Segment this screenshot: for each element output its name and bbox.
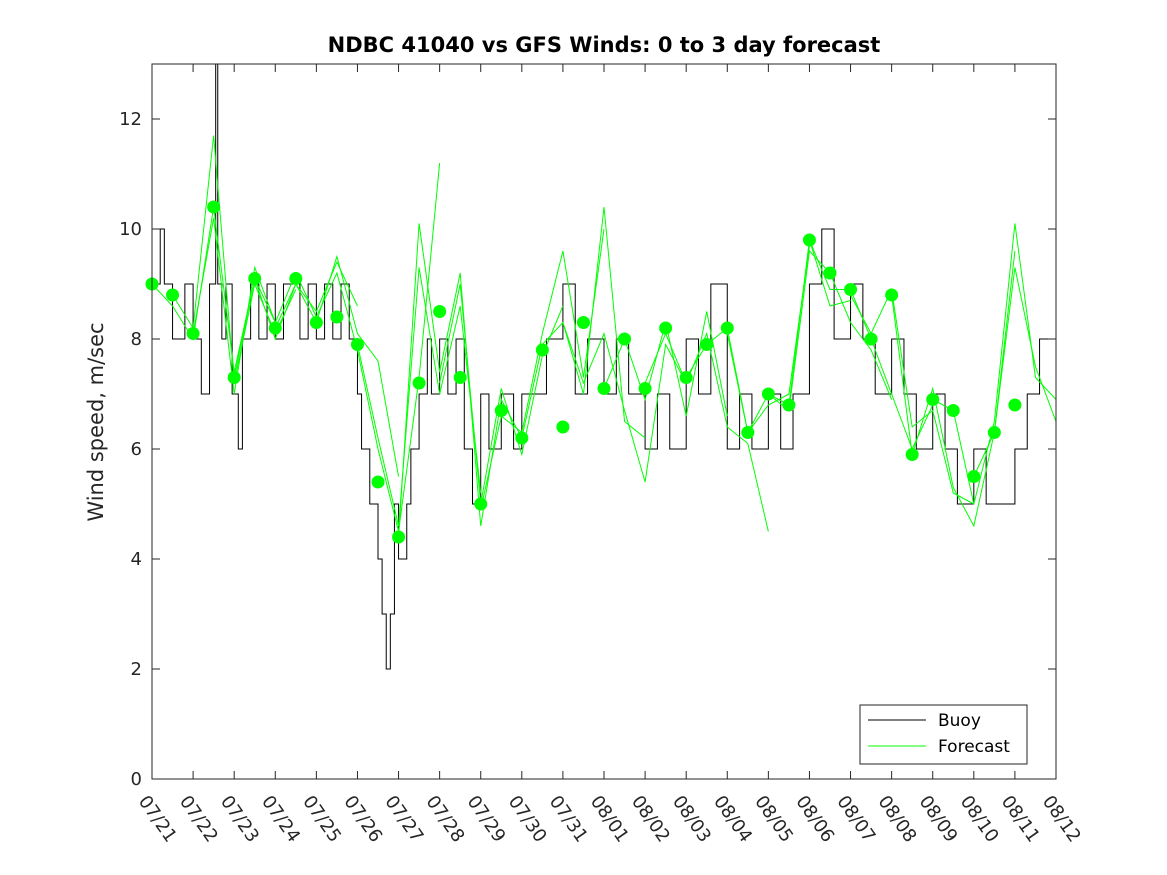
forecast-marker-43 [1008, 398, 1022, 412]
forecast-marker-7 [268, 321, 282, 335]
forecast-marker-5 [227, 371, 241, 384]
forecast-marker-29 [720, 321, 734, 335]
forecast-marker-27 [679, 371, 693, 384]
forecast-marker-15 [433, 305, 447, 318]
forecast-marker-38 [905, 448, 919, 461]
forecast-marker-3 [186, 327, 200, 340]
forecast-marker-40 [946, 404, 960, 417]
forecast-run-line-8 [398, 223, 523, 538]
legend-box [859, 704, 1028, 765]
forecast-marker-42 [987, 426, 1001, 439]
forecast-marker-37 [885, 288, 899, 302]
forecast-marker-14 [412, 376, 426, 390]
forecast-marker-20 [535, 343, 549, 357]
forecast-marker-12 [371, 475, 385, 489]
chart-title: NDBC 41040 vs GFS Winds: 0 to 3 day fore… [328, 33, 881, 57]
forecast-marker-24 [618, 332, 632, 346]
y-tick-label-0: 0 [131, 769, 142, 790]
forecast-marker-13 [392, 530, 406, 544]
forecast-markers-layer [145, 200, 1022, 544]
forecast-marker-16 [453, 371, 467, 384]
forecast-marker-34 [823, 266, 837, 280]
forecast-marker-8 [289, 272, 303, 285]
plot-area [145, 63, 1057, 780]
y-tick-label-12: 12 [119, 109, 142, 130]
forecast-marker-2 [166, 288, 180, 302]
y-axis-ticks: 0 2 4 6 8 10 12 [119, 109, 1056, 790]
buoy-series-line [152, 63, 1057, 670]
forecast-marker-41 [967, 470, 981, 483]
forecast-marker-11 [350, 338, 364, 351]
forecast-marker-23 [597, 382, 611, 395]
forecast-marker-18 [494, 404, 508, 417]
plot-background [152, 64, 1056, 779]
y-axis-label: Wind speed, m/sec [84, 322, 108, 521]
forecast-marker-31 [761, 387, 775, 401]
forecast-marker-35 [844, 283, 858, 296]
forecast-marker-32 [782, 398, 796, 412]
forecast-marker-21 [556, 420, 570, 434]
forecast-marker-30 [741, 426, 755, 439]
forecast-marker-22 [576, 316, 590, 329]
forecast-marker-26 [659, 321, 673, 335]
forecast-marker-9 [309, 316, 323, 329]
forecast-run-line-7 [356, 267, 482, 527]
forecast-marker-19 [515, 431, 529, 445]
forecast-marker-10 [330, 310, 344, 324]
forecast-marker-25 [638, 382, 652, 395]
y-tick-label-6: 6 [131, 439, 142, 460]
forecast-run-line-22 [973, 267, 1057, 477]
forecast-marker-39 [926, 393, 940, 406]
buoy-series-layer [152, 63, 1057, 670]
y-tick-label-10: 10 [119, 219, 142, 240]
y-tick-label-4: 4 [131, 549, 142, 570]
forecast-marker-33 [802, 233, 816, 247]
forecast-marker-28 [700, 338, 714, 351]
legend: Buoy Forecast [859, 704, 1028, 765]
y-tick-label-2: 2 [131, 659, 142, 680]
y-tick-label-8: 8 [131, 329, 142, 350]
forecast-marker-36 [864, 332, 878, 346]
legend-forecast-label: Forecast [938, 737, 1010, 757]
forecast-marker-4 [207, 200, 221, 214]
forecast-marker-6 [248, 272, 262, 285]
forecast-run-line-12 [562, 322, 687, 483]
forecast-marker-17 [474, 497, 488, 511]
legend-buoy-label: Buoy [938, 711, 981, 731]
